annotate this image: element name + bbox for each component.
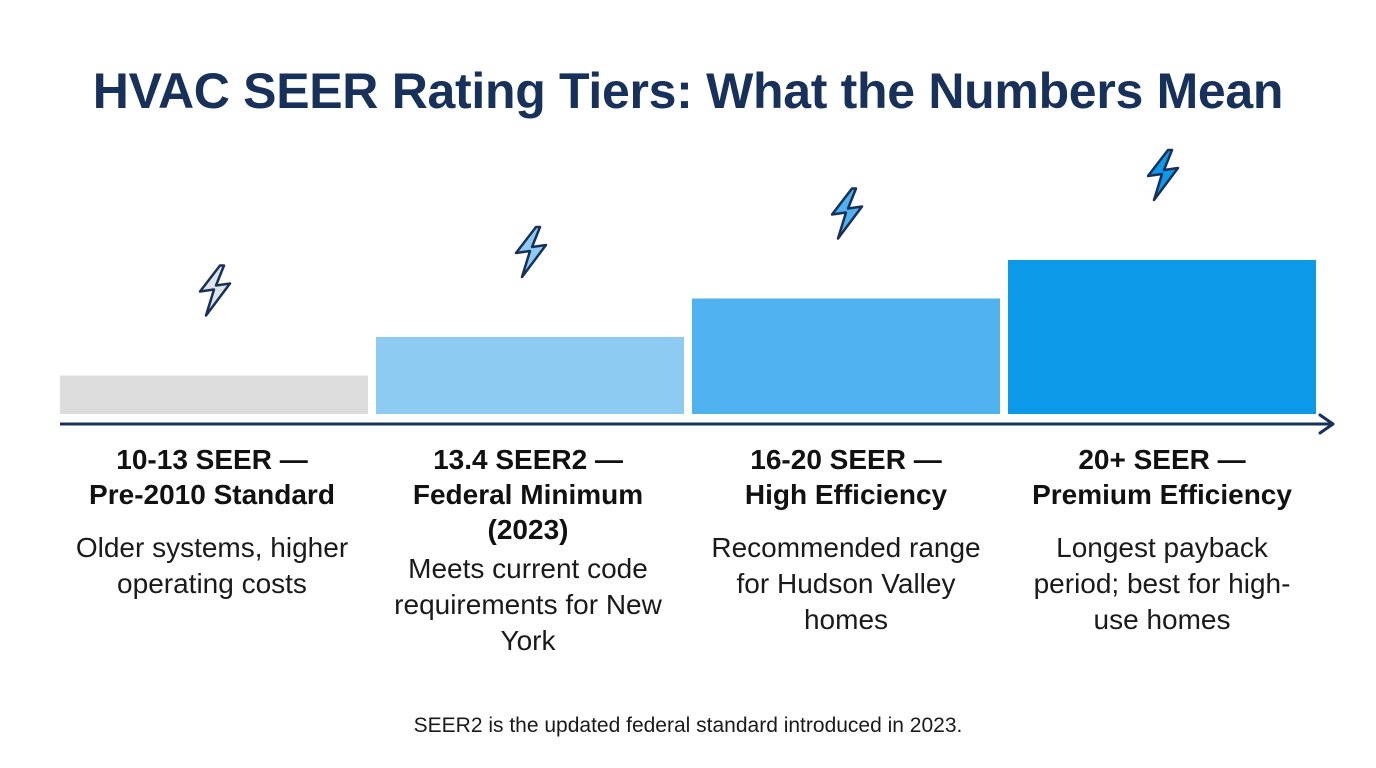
tier-4-heading: 20+ SEER — Premium Efficiency xyxy=(1032,444,1292,510)
tier-2: 13.4 SEER2 — Federal Minimum (2023) Meet… xyxy=(378,442,678,659)
tier-4: 20+ SEER — Premium Efficiency Longest pa… xyxy=(1012,442,1312,638)
lightning-bolt-icon-2 xyxy=(514,225,548,279)
tier-bar-4 xyxy=(1008,260,1316,414)
tier-3: 16-20 SEER — High Efficiency Recommended… xyxy=(696,442,996,638)
tier-2-description: Meets current code requirements for New … xyxy=(394,553,662,656)
tier-bar-1 xyxy=(60,375,368,414)
lightning-bolt-icon-1 xyxy=(198,264,232,317)
tier-1: 10-13 SEER — Pre-2010 Standard Older sys… xyxy=(62,442,362,602)
tier-4-description: Longest payback period; best for high-us… xyxy=(1033,532,1291,635)
lightning-bolt-icon-4 xyxy=(1146,148,1180,202)
tier-bar-3 xyxy=(692,298,1000,414)
tier-3-description: Recommended range for Hudson Valley home… xyxy=(711,532,981,635)
page-title: HVAC SEER Rating Tiers: What the Numbers… xyxy=(92,63,1284,119)
axis-arrow-icon xyxy=(1318,413,1335,435)
lightning-bolt-icon-3 xyxy=(830,187,864,240)
tier-1-heading: 10-13 SEER — Pre-2010 Standard xyxy=(89,444,335,510)
tier-bar-2 xyxy=(376,337,684,414)
tier-3-heading: 16-20 SEER — High Efficiency xyxy=(744,444,948,510)
footnote: SEER2 is the updated federal standard in… xyxy=(413,714,963,737)
tier-1-description: Older systems, higher operating costs xyxy=(75,532,349,599)
tier-2-heading: 13.4 SEER2 — Federal Minimum (2023) xyxy=(412,444,644,545)
tier-chart xyxy=(60,148,1335,435)
